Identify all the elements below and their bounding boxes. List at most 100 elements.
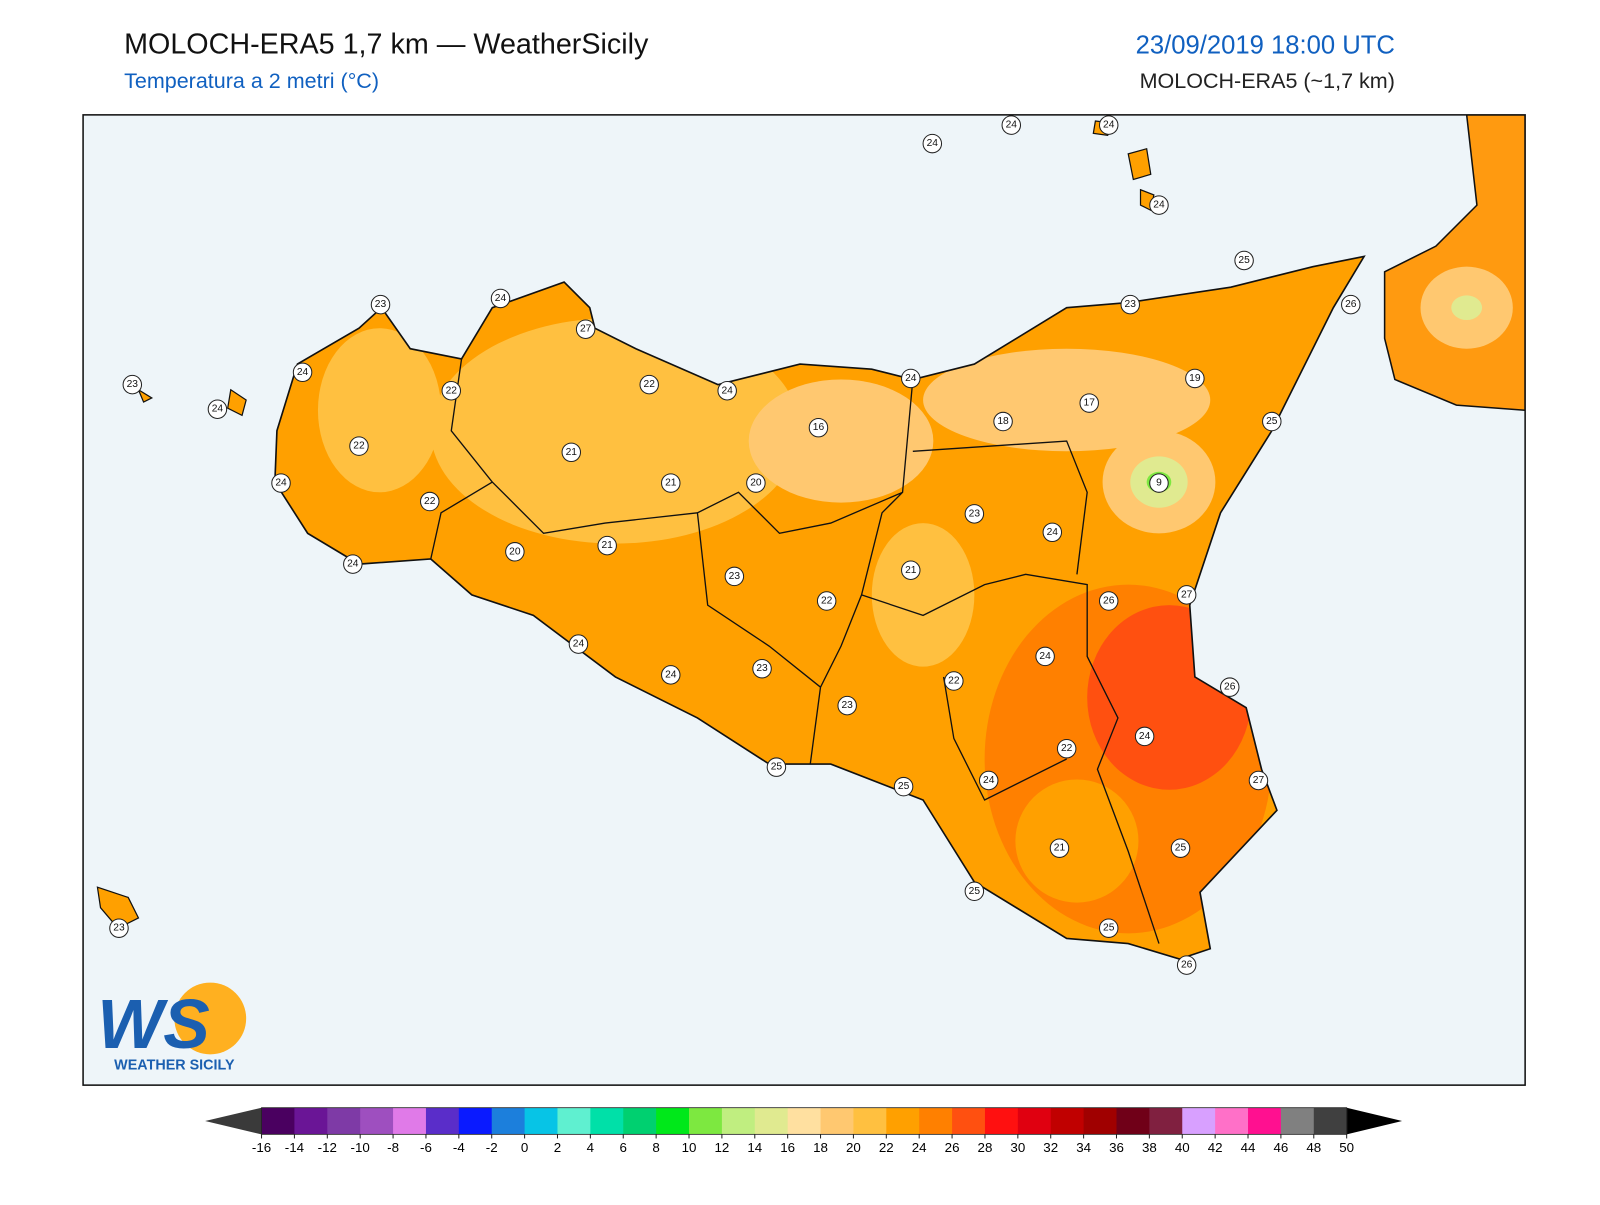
colorbar-tick-label: -14 [285, 1140, 305, 1155]
colorbar-swatch [754, 1107, 789, 1135]
station-value: 21 [1054, 843, 1066, 854]
station-value: 24 [983, 775, 995, 786]
station-marker [816, 591, 837, 611]
station-value: 24 [1153, 200, 1165, 211]
logo-mark: WS [97, 985, 209, 1063]
colorbar-tick-label: 30 [1010, 1140, 1025, 1155]
station-marker [964, 504, 985, 524]
colorbar-swatch [787, 1107, 822, 1135]
station-marker [1248, 770, 1269, 791]
colorbar-swatch [327, 1107, 361, 1135]
station-marker [505, 542, 525, 562]
colorbar-swatch [820, 1107, 854, 1135]
colorbar-swatch [590, 1107, 624, 1135]
station-marker [1120, 294, 1140, 315]
colorbar-tick-label: -10 [351, 1140, 370, 1155]
logo: WS WEATHER SICILY [97, 982, 247, 1074]
station-value: 24 [905, 373, 917, 384]
colorbar-tick-label: 6 [620, 1140, 627, 1155]
station-marker [1262, 411, 1282, 432]
colorbar-tick-label: 36 [1109, 1140, 1124, 1155]
warm-zone [317, 328, 442, 493]
station-marker [746, 473, 766, 493]
colorbar-swatch [1017, 1107, 1052, 1135]
colorbar-swatch [853, 1107, 887, 1135]
colorbar-tick-label: 24 [912, 1140, 927, 1155]
colorbar-tick-label: 4 [587, 1140, 595, 1155]
colorbar-swatch [557, 1107, 591, 1135]
colorbar-tick-label: -2 [486, 1140, 498, 1155]
station-marker [1219, 677, 1240, 697]
colorbar-swatch [623, 1107, 657, 1135]
station-marker [1341, 294, 1361, 315]
station-value: 17 [1084, 398, 1096, 409]
colorbar-tick-label: 26 [945, 1140, 960, 1155]
subtitle: Temperatura a 2 metri (°C) [124, 69, 379, 93]
station-value: 24 [275, 478, 287, 489]
plateau-zone [1015, 779, 1139, 903]
colorbar-swatch [458, 1107, 493, 1135]
station-value: 24 [1103, 120, 1115, 131]
station-value: 24 [212, 404, 224, 415]
colorbar-tick-label: -8 [387, 1140, 399, 1155]
station-value: 27 [580, 324, 592, 335]
colorbar-swatch [1215, 1107, 1249, 1135]
station-marker [1170, 838, 1191, 858]
station-value: 21 [566, 447, 578, 458]
station-marker [370, 294, 391, 315]
station-labels: 24 24 24 24 25 26 23 23 24 27 24 22 22 24 24 19 17 18 25 23… [109, 115, 1361, 975]
station-value: 24 [1047, 527, 1059, 538]
station-marker [978, 770, 999, 791]
station-value: 9 [1156, 478, 1162, 489]
colorbar-tick-label: 42 [1208, 1140, 1223, 1155]
colorbar-swatch [1248, 1107, 1282, 1135]
station-marker [837, 695, 857, 716]
colorbar-outline [261, 1107, 1348, 1135]
station-value: 23 [1125, 299, 1137, 310]
colorbar-tick-label: 12 [714, 1140, 729, 1155]
colorbar-tick-label: 22 [879, 1140, 894, 1155]
station-marker [1234, 250, 1254, 271]
station-marker [724, 566, 745, 587]
station-marker [1098, 918, 1119, 938]
station-value: 27 [1181, 589, 1193, 600]
station-value: 19 [1189, 373, 1201, 384]
colorbar-swatch [1280, 1107, 1315, 1135]
colorbar-swatch [425, 1107, 460, 1135]
colorbar-tick-label: 20 [846, 1140, 861, 1155]
station-marker [808, 417, 829, 438]
station-value: 23 [756, 663, 768, 674]
station-marker [490, 288, 511, 309]
colorbar-tick-label: 46 [1273, 1140, 1288, 1155]
station-value: 22 [1061, 743, 1073, 754]
colorbar-tick-label: 28 [978, 1140, 993, 1155]
station-value: 24 [927, 138, 939, 149]
station-marker [1185, 368, 1205, 389]
station-marker [901, 368, 921, 389]
colorbar-swatch [1083, 1107, 1118, 1135]
station-marker [343, 554, 363, 574]
colorbar-tick-label: 32 [1043, 1140, 1058, 1155]
station-marker [964, 881, 985, 902]
colorbar-swatch [491, 1107, 526, 1135]
station-marker [1098, 591, 1119, 611]
colorbar-tick-label: -6 [420, 1140, 432, 1155]
colorbar-swatch [360, 1107, 394, 1135]
station-marker [420, 491, 440, 512]
colorbar-tick-label: -12 [318, 1140, 337, 1155]
colorbar-swatch [1050, 1107, 1085, 1135]
colorbar-tick-label: -16 [252, 1140, 271, 1155]
colorbar-swatch [689, 1107, 723, 1135]
station-value: 24 [573, 639, 585, 650]
station-value: 16 [813, 422, 825, 433]
colorbar-tick-label: 44 [1241, 1140, 1256, 1155]
map-frame [82, 114, 1526, 1086]
station-value: 22 [821, 596, 833, 607]
station-marker [944, 671, 964, 691]
colorbar-tick-label: 14 [747, 1140, 762, 1155]
station-marker [575, 319, 596, 339]
station-value: 26 [1345, 299, 1357, 310]
station-marker [207, 399, 228, 419]
colorbar-tick-label: 40 [1175, 1140, 1190, 1155]
station-value: 24 [347, 559, 359, 570]
